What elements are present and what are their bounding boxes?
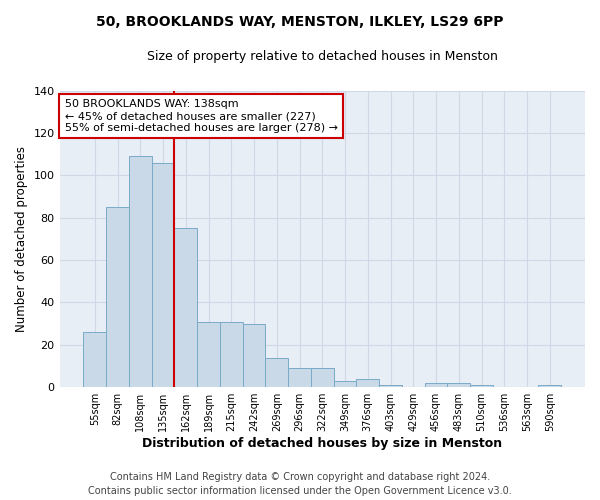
Bar [379, 385, 402, 387]
Bar [288, 368, 311, 387]
Bar [425, 383, 448, 387]
Bar [83, 332, 106, 387]
Text: 50, BROOKLANDS WAY, MENSTON, ILKLEY, LS29 6PP: 50, BROOKLANDS WAY, MENSTON, ILKLEY, LS2… [96, 15, 504, 29]
Bar [538, 385, 561, 387]
Bar [470, 385, 493, 387]
Bar [152, 162, 175, 387]
Bar [175, 228, 197, 387]
Text: Contains public sector information licensed under the Open Government Licence v3: Contains public sector information licen… [88, 486, 512, 496]
Bar [265, 358, 288, 387]
X-axis label: Distribution of detached houses by size in Menston: Distribution of detached houses by size … [142, 437, 502, 450]
Bar [356, 378, 379, 387]
Bar [242, 324, 265, 387]
Bar [106, 207, 129, 387]
Bar [129, 156, 152, 387]
Bar [311, 368, 334, 387]
Y-axis label: Number of detached properties: Number of detached properties [15, 146, 28, 332]
Text: Contains HM Land Registry data © Crown copyright and database right 2024.: Contains HM Land Registry data © Crown c… [110, 472, 490, 482]
Bar [197, 322, 220, 387]
Text: 50 BROOKLANDS WAY: 138sqm
← 45% of detached houses are smaller (227)
55% of semi: 50 BROOKLANDS WAY: 138sqm ← 45% of detac… [65, 100, 338, 132]
Bar [448, 383, 470, 387]
Bar [334, 381, 356, 387]
Title: Size of property relative to detached houses in Menston: Size of property relative to detached ho… [147, 50, 498, 63]
Bar [220, 322, 242, 387]
